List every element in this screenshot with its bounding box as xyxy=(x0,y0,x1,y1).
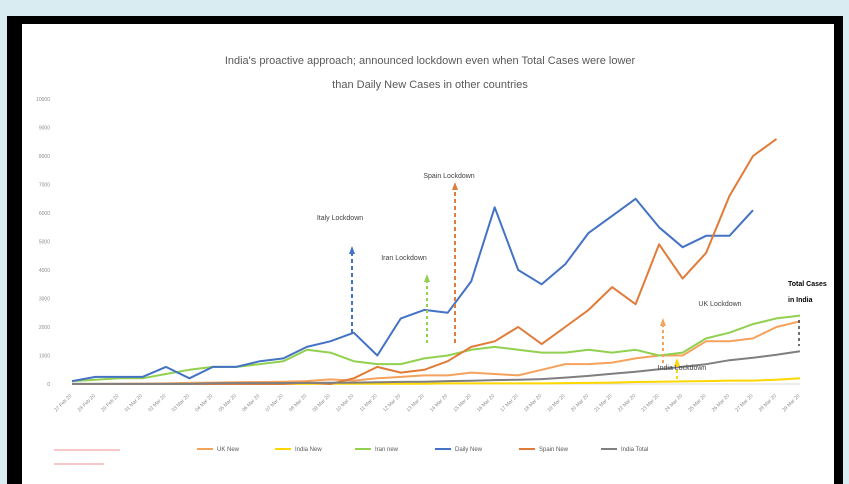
y-tick-label: 3000 xyxy=(39,297,50,303)
x-tick-label: 01 Mar 20 xyxy=(124,393,144,413)
x-tick-label: 26 Mar 20 xyxy=(711,393,731,413)
y-tick-label: 10000 xyxy=(36,97,50,103)
legend-label: Daily New xyxy=(455,447,483,453)
x-tick-label: 23 Mar 20 xyxy=(640,393,660,413)
x-tick-label: 28 Feb 20 xyxy=(77,393,97,413)
legend-label: Iran new xyxy=(375,447,399,453)
x-tick-label: 16 Mar 20 xyxy=(476,393,496,413)
y-axis: 0 1000 2000 3000 4000 5000 6000 7000 8000 9000 100… xyxy=(36,97,800,388)
x-tick-label: 18 Mar 20 xyxy=(523,393,543,413)
x-axis: 27 Feb 20 28 Feb 20 29 Feb 20 01 Mar 20 02 M… xyxy=(53,393,801,413)
uk-arrow-head xyxy=(660,318,666,326)
legend-label: India New xyxy=(295,447,322,453)
x-tick-label: 29 Mar 20 xyxy=(781,393,801,413)
chart-card: India's proactive approach; announced lo… xyxy=(22,24,834,484)
x-tick-label: 24 Mar 20 xyxy=(664,393,684,413)
x-tick-label: 11 Mar 20 xyxy=(359,393,379,413)
legend-label: UK New xyxy=(217,447,240,453)
annotations: Italy Lockdown Spain Lockdown Iran Lockd… xyxy=(317,173,827,382)
x-tick-label: 15 Mar 20 xyxy=(452,393,472,413)
y-tick-label: 6000 xyxy=(39,211,50,217)
x-tick-label: 13 Mar 20 xyxy=(406,393,426,413)
series-line-daily-new xyxy=(71,197,754,383)
y-tick-label: 5000 xyxy=(39,240,50,246)
x-tick-label: 02 Mar 20 xyxy=(147,393,167,413)
italy-lockdown-label: Italy Lockdown xyxy=(317,215,363,222)
x-tick-label: 22 Mar 20 xyxy=(617,393,637,413)
chart-title-line-2: than Daily New Cases in other countries xyxy=(332,79,528,91)
x-tick-label: 05 Mar 20 xyxy=(218,393,238,413)
y-tick-label: 0 xyxy=(47,382,50,388)
x-tick-label: 12 Mar 20 xyxy=(382,393,402,413)
series-line-iran-new xyxy=(71,314,801,383)
uk-lockdown-label: UK Lockdown xyxy=(698,301,741,308)
india-total-label-line-2: in India xyxy=(788,297,813,304)
series-lines xyxy=(71,138,801,385)
y-tick-label: 4000 xyxy=(39,268,50,274)
x-tick-label: 10 Mar 20 xyxy=(335,393,355,413)
india-arrow-head xyxy=(674,358,680,366)
y-tick-label: 7000 xyxy=(39,183,50,189)
india-total-label-line-1: Total Cases xyxy=(788,281,827,288)
chart: India's proactive approach; announced lo… xyxy=(36,55,827,465)
chart-title-line-1: India's proactive approach; announced lo… xyxy=(225,55,636,67)
y-tick-label: 8000 xyxy=(39,154,50,160)
x-tick-label: 09 Mar 20 xyxy=(312,393,332,413)
x-tick-label: 28 Mar 20 xyxy=(758,393,778,413)
legend-label: Spain New xyxy=(539,447,569,453)
italy-arrow-head xyxy=(349,246,355,254)
x-tick-label: 19 Mar 20 xyxy=(546,393,566,413)
iran-arrow-head xyxy=(424,274,430,282)
x-tick-label: 25 Mar 20 xyxy=(687,393,707,413)
spain-arrow-head xyxy=(452,182,458,190)
x-tick-label: 27 Feb 20 xyxy=(53,393,73,413)
y-tick-label: 2000 xyxy=(39,325,50,331)
x-tick-label: 29 Feb 20 xyxy=(100,393,120,413)
spain-lockdown-label: Spain Lockdown xyxy=(423,173,474,180)
x-tick-label: 07 Mar 20 xyxy=(265,393,285,413)
y-tick-label: 9000 xyxy=(39,126,50,132)
legend: UK New India New Iran new Daily New Spain Ne… xyxy=(197,447,648,453)
x-tick-label: 08 Mar 20 xyxy=(288,393,308,413)
x-tick-label: 20 Mar 20 xyxy=(570,393,590,413)
x-tick-label: 14 Mar 20 xyxy=(429,393,449,413)
x-tick-label: 17 Mar 20 xyxy=(499,393,519,413)
x-tick-label: 06 Mar 20 xyxy=(241,393,261,413)
x-tick-label: 21 Mar 20 xyxy=(593,393,613,413)
legend-label: India Total xyxy=(621,447,648,453)
y-tick-label: 1000 xyxy=(39,354,50,360)
india-lockdown-label: India Lockdown xyxy=(658,365,707,372)
x-tick-label: 27 Mar 20 xyxy=(734,393,754,413)
series-line-india-total xyxy=(72,350,801,385)
x-tick-label: 04 Mar 20 xyxy=(194,393,214,413)
x-tick-label: 03 Mar 20 xyxy=(171,393,191,413)
iran-lockdown-label: Iran Lockdown xyxy=(381,255,427,262)
